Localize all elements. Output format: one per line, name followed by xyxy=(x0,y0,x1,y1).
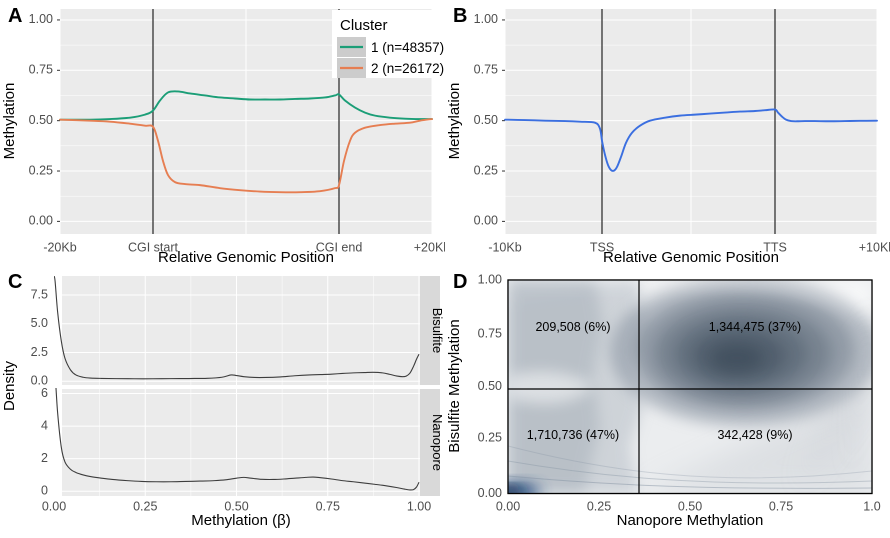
svg-text:Density: Density xyxy=(1,360,18,411)
svg-text:Nanopore: Nanopore xyxy=(430,414,445,471)
svg-text:0.75: 0.75 xyxy=(29,63,53,77)
svg-text:0.50: 0.50 xyxy=(29,113,53,127)
svg-text:-20Kb: -20Kb xyxy=(43,240,76,254)
svg-text:342,428 (9%): 342,428 (9%) xyxy=(717,428,792,442)
svg-text:Methylation: Methylation xyxy=(1,83,18,160)
svg-text:2.5: 2.5 xyxy=(31,345,48,359)
svg-text:1 (n=48357): 1 (n=48357) xyxy=(371,40,444,55)
svg-text:0.50: 0.50 xyxy=(478,379,502,393)
svg-text:209,508 (6%): 209,508 (6%) xyxy=(535,320,610,334)
svg-text:+20Kb: +20Kb xyxy=(414,240,445,254)
svg-text:Relative Genomic Position: Relative Genomic Position xyxy=(603,249,779,266)
svg-text:0.25: 0.25 xyxy=(133,499,157,513)
svg-text:1,710,736 (47%): 1,710,736 (47%) xyxy=(527,428,619,442)
svg-text:1.00: 1.00 xyxy=(474,12,498,26)
svg-text:1.00: 1.00 xyxy=(407,499,431,513)
svg-text:1,344,475 (37%): 1,344,475 (37%) xyxy=(709,320,801,334)
svg-text:0: 0 xyxy=(41,483,48,497)
svg-text:B: B xyxy=(453,5,467,27)
svg-text:2 (n=26172): 2 (n=26172) xyxy=(371,61,444,76)
svg-text:0.00: 0.00 xyxy=(29,214,53,228)
svg-text:Nanopore Methylation: Nanopore Methylation xyxy=(617,512,764,529)
svg-text:Bisulfite Methylation: Bisulfite Methylation xyxy=(446,319,463,452)
svg-text:0.25: 0.25 xyxy=(474,163,498,177)
svg-text:C: C xyxy=(8,271,22,293)
svg-text:0.75: 0.75 xyxy=(478,327,502,341)
svg-text:D: D xyxy=(453,271,467,293)
svg-text:0.75: 0.75 xyxy=(474,63,498,77)
svg-text:6: 6 xyxy=(41,386,48,400)
svg-text:0.25: 0.25 xyxy=(478,430,502,444)
svg-text:1.0: 1.0 xyxy=(863,499,880,513)
svg-text:4: 4 xyxy=(41,418,48,432)
svg-text:+10Kb: +10Kb xyxy=(859,240,890,254)
svg-text:-10Kb: -10Kb xyxy=(488,240,521,254)
svg-text:0.75: 0.75 xyxy=(316,499,340,513)
svg-text:0.00: 0.00 xyxy=(474,214,498,228)
svg-text:Relative Genomic Position: Relative Genomic Position xyxy=(158,249,334,266)
svg-text:0.00: 0.00 xyxy=(478,486,502,500)
svg-text:Methylation (β): Methylation (β) xyxy=(191,512,291,529)
svg-text:Cluster: Cluster xyxy=(340,17,388,34)
svg-text:Bisulfite: Bisulfite xyxy=(430,308,445,354)
svg-text:0.00: 0.00 xyxy=(496,499,520,513)
svg-text:0.25: 0.25 xyxy=(29,163,53,177)
svg-text:0.25: 0.25 xyxy=(587,499,611,513)
svg-text:0.00: 0.00 xyxy=(42,499,66,513)
svg-text:A: A xyxy=(8,5,22,27)
svg-text:1.00: 1.00 xyxy=(29,12,53,26)
svg-text:7.5: 7.5 xyxy=(31,287,48,301)
svg-text:0.75: 0.75 xyxy=(769,499,793,513)
svg-text:1.00: 1.00 xyxy=(478,272,502,286)
svg-text:5.0: 5.0 xyxy=(31,316,48,330)
svg-text:0.50: 0.50 xyxy=(474,113,498,127)
svg-text:Methylation: Methylation xyxy=(446,83,463,160)
svg-text:2: 2 xyxy=(41,451,48,465)
